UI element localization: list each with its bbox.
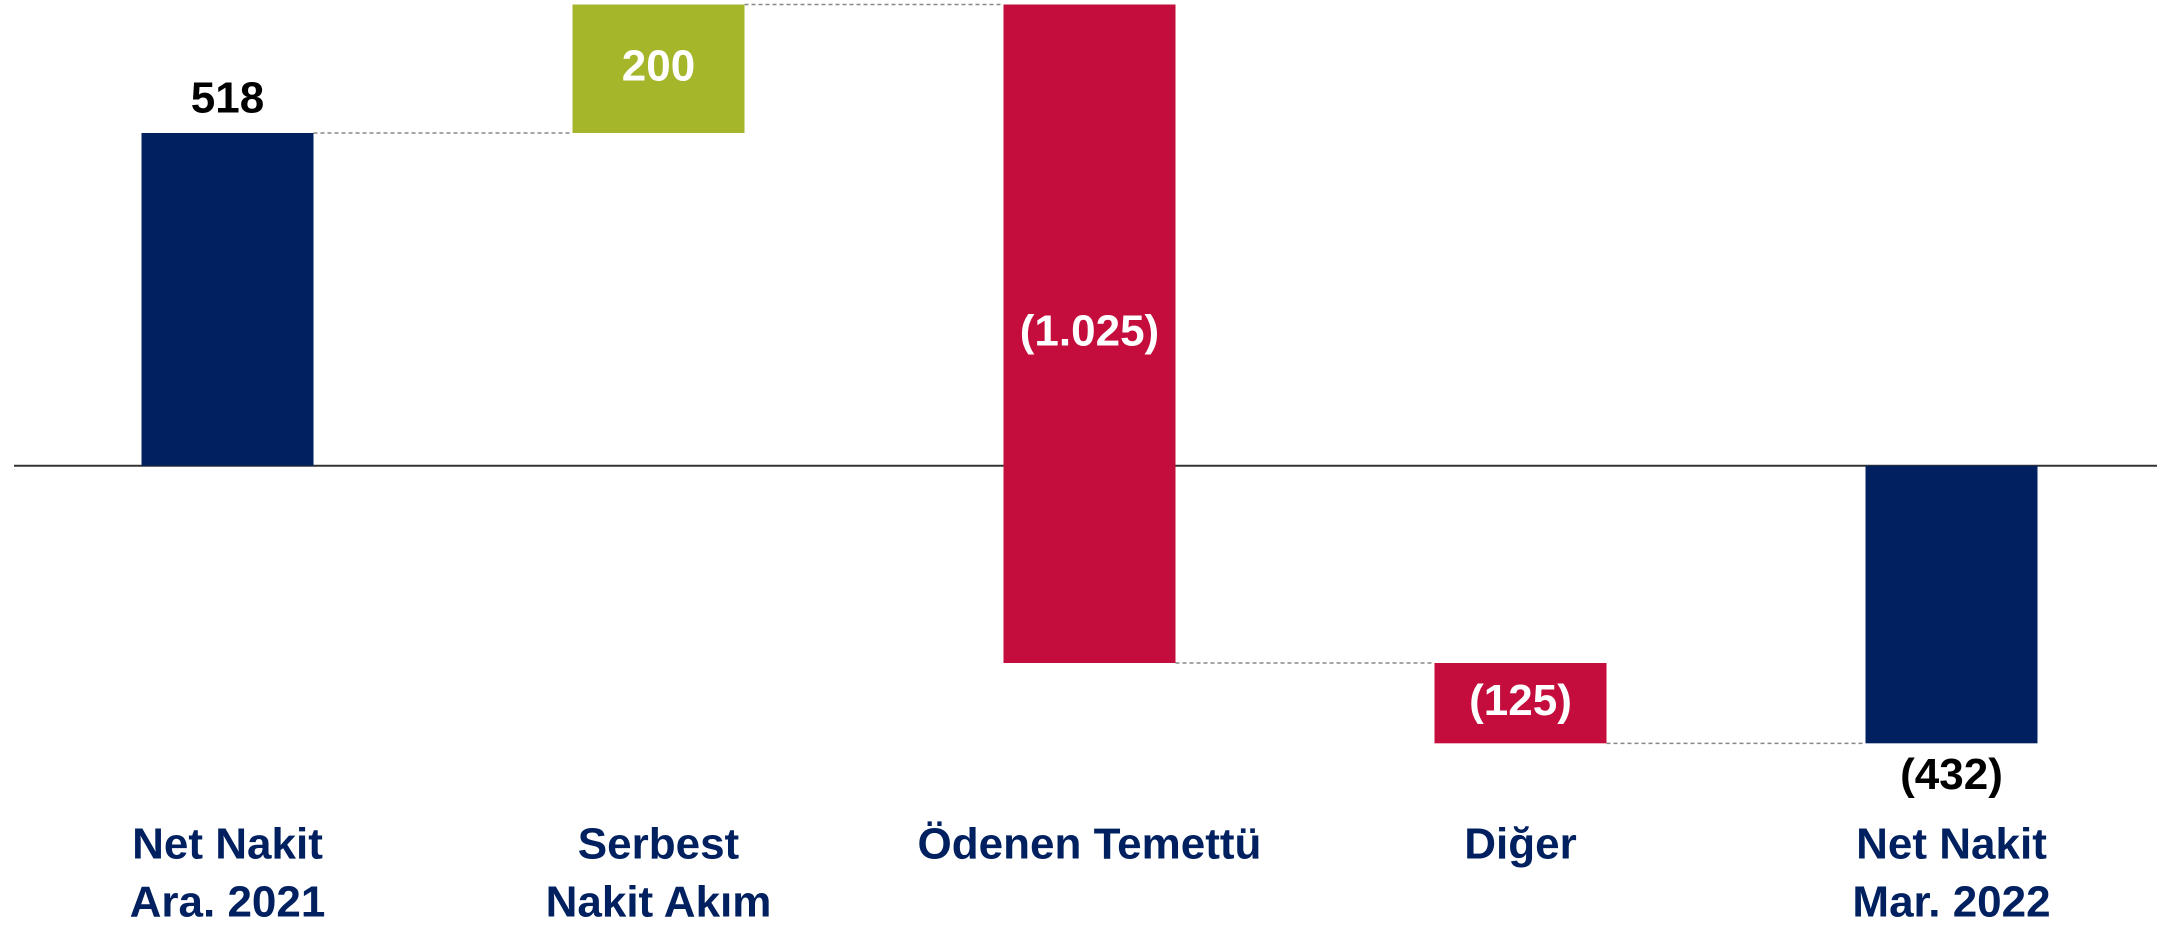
bar bbox=[141, 132, 314, 466]
category-label: Mar. 2022 bbox=[1852, 878, 2050, 927]
value-label: (125) bbox=[1469, 676, 1572, 725]
value-label: 200 bbox=[622, 41, 695, 90]
value-label: 518 bbox=[191, 74, 264, 123]
bar bbox=[1003, 4, 1176, 664]
bar bbox=[1865, 465, 2038, 744]
category-label: Serbest bbox=[578, 820, 740, 869]
bar bbox=[1434, 663, 1607, 744]
value-label: (432) bbox=[1900, 750, 2003, 799]
bar bbox=[572, 4, 745, 133]
value-label: (1.025) bbox=[1020, 306, 1159, 355]
category-label: Nakit Akım bbox=[546, 878, 772, 927]
category-label: Ödenen Temettü bbox=[918, 820, 1262, 869]
category-label: Net Nakit bbox=[1856, 820, 2047, 869]
category-label: Diğer bbox=[1464, 820, 1576, 869]
category-label: Net Nakit bbox=[132, 820, 323, 869]
category-label: Ara. 2021 bbox=[130, 878, 326, 927]
